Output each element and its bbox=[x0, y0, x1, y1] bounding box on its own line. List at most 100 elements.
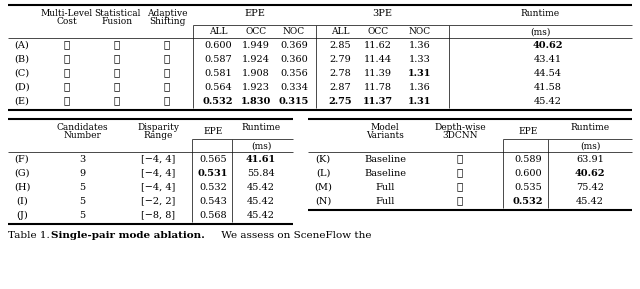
Text: Disparity: Disparity bbox=[137, 123, 179, 131]
Text: 5: 5 bbox=[79, 197, 85, 205]
Text: Cost: Cost bbox=[56, 16, 77, 25]
Text: 5: 5 bbox=[79, 182, 85, 192]
Text: NOC: NOC bbox=[409, 27, 431, 36]
Text: [−2, 2]: [−2, 2] bbox=[141, 197, 175, 205]
Text: ✗: ✗ bbox=[164, 40, 170, 49]
Text: ✗: ✗ bbox=[114, 55, 120, 64]
Text: 2.87: 2.87 bbox=[329, 82, 351, 92]
Text: EPE: EPE bbox=[244, 8, 265, 18]
Text: 0.532: 0.532 bbox=[513, 197, 543, 205]
Text: 0.356: 0.356 bbox=[280, 68, 308, 77]
Text: 40.62: 40.62 bbox=[532, 40, 563, 49]
Text: 11.62: 11.62 bbox=[364, 40, 392, 49]
Text: 1.36: 1.36 bbox=[409, 40, 431, 49]
Text: (H): (H) bbox=[14, 182, 30, 192]
Text: 55.84: 55.84 bbox=[247, 168, 275, 177]
Text: OCC: OCC bbox=[245, 27, 267, 36]
Text: Runtime: Runtime bbox=[570, 123, 609, 131]
Text: ✗: ✗ bbox=[457, 182, 463, 192]
Text: OCC: OCC bbox=[367, 27, 388, 36]
Text: Multi-Level: Multi-Level bbox=[41, 8, 93, 18]
Text: 1.33: 1.33 bbox=[409, 55, 431, 64]
Text: Shifting: Shifting bbox=[149, 16, 185, 25]
Text: 0.535: 0.535 bbox=[514, 182, 542, 192]
Text: [−4, 4]: [−4, 4] bbox=[141, 182, 175, 192]
Text: 2.79: 2.79 bbox=[329, 55, 351, 64]
Text: ✗: ✗ bbox=[114, 82, 120, 92]
Text: 63.91: 63.91 bbox=[576, 155, 604, 164]
Text: [−8, 8]: [−8, 8] bbox=[141, 210, 175, 220]
Text: 3: 3 bbox=[79, 155, 85, 164]
Text: 1.31: 1.31 bbox=[408, 68, 432, 77]
Text: ✗: ✗ bbox=[64, 82, 70, 92]
Text: EPE: EPE bbox=[518, 127, 538, 136]
Text: 9: 9 bbox=[79, 168, 85, 177]
Text: (C): (C) bbox=[15, 68, 29, 77]
Text: ✗: ✗ bbox=[457, 155, 463, 164]
Text: (L): (L) bbox=[316, 168, 330, 177]
Text: 0.315: 0.315 bbox=[279, 97, 309, 105]
Text: 0.360: 0.360 bbox=[280, 55, 308, 64]
Text: [−4, 4]: [−4, 4] bbox=[141, 168, 175, 177]
Text: [−4, 4]: [−4, 4] bbox=[141, 155, 175, 164]
Text: 0.589: 0.589 bbox=[514, 155, 542, 164]
Text: 75.42: 75.42 bbox=[576, 182, 604, 192]
Text: 0.600: 0.600 bbox=[514, 168, 542, 177]
Text: Runtime: Runtime bbox=[241, 123, 280, 131]
Text: (ms): (ms) bbox=[531, 27, 550, 36]
Text: EPE: EPE bbox=[204, 127, 223, 136]
Text: 1.31: 1.31 bbox=[408, 97, 432, 105]
Text: (I): (I) bbox=[16, 197, 28, 205]
Text: Fusion: Fusion bbox=[101, 16, 132, 25]
Text: 45.42: 45.42 bbox=[247, 197, 275, 205]
Text: 0.369: 0.369 bbox=[280, 40, 308, 49]
Text: (E): (E) bbox=[15, 97, 29, 105]
Text: 11.78: 11.78 bbox=[364, 82, 392, 92]
Text: Adaptive: Adaptive bbox=[147, 8, 188, 18]
Text: Number: Number bbox=[63, 131, 101, 140]
Text: (B): (B) bbox=[15, 55, 29, 64]
Text: ✗: ✗ bbox=[64, 40, 70, 49]
Text: We assess on SceneFlow the: We assess on SceneFlow the bbox=[218, 231, 371, 240]
Text: 1.36: 1.36 bbox=[409, 82, 431, 92]
Text: 11.44: 11.44 bbox=[364, 55, 392, 64]
Text: 41.58: 41.58 bbox=[534, 82, 562, 92]
Text: Model: Model bbox=[371, 123, 399, 131]
Text: Full: Full bbox=[375, 197, 395, 205]
Text: 45.42: 45.42 bbox=[576, 197, 604, 205]
Text: 45.42: 45.42 bbox=[247, 210, 275, 220]
Text: 45.42: 45.42 bbox=[534, 97, 562, 105]
Text: (G): (G) bbox=[14, 168, 29, 177]
Text: 0.531: 0.531 bbox=[198, 168, 228, 177]
Text: ✗: ✗ bbox=[114, 40, 120, 49]
Text: Statistical: Statistical bbox=[94, 8, 140, 18]
Text: Baseline: Baseline bbox=[364, 155, 406, 164]
Text: 0.564: 0.564 bbox=[204, 82, 232, 92]
Text: 45.42: 45.42 bbox=[247, 182, 275, 192]
Text: Depth-wise: Depth-wise bbox=[434, 123, 486, 131]
Text: Baseline: Baseline bbox=[364, 168, 406, 177]
Text: 0.600: 0.600 bbox=[204, 40, 232, 49]
Text: 3PE: 3PE bbox=[372, 8, 392, 18]
Text: 11.39: 11.39 bbox=[364, 68, 392, 77]
Text: Range: Range bbox=[143, 131, 173, 140]
Text: ✓: ✓ bbox=[64, 97, 70, 105]
Text: 40.62: 40.62 bbox=[575, 168, 605, 177]
Text: ALL: ALL bbox=[209, 27, 227, 36]
Text: 0.532: 0.532 bbox=[203, 97, 233, 105]
Text: (ms): (ms) bbox=[251, 142, 271, 151]
Text: 0.568: 0.568 bbox=[199, 210, 227, 220]
Text: Candidates: Candidates bbox=[56, 123, 108, 131]
Text: 2.75: 2.75 bbox=[328, 97, 352, 105]
Text: 3DCNN: 3DCNN bbox=[442, 131, 477, 140]
Text: ✗: ✗ bbox=[164, 68, 170, 77]
Text: 1.923: 1.923 bbox=[242, 82, 270, 92]
Text: ✗: ✗ bbox=[164, 55, 170, 64]
Text: 41.61: 41.61 bbox=[246, 155, 276, 164]
Text: Table 1.: Table 1. bbox=[8, 231, 53, 240]
Text: Runtime: Runtime bbox=[521, 8, 560, 18]
Text: 43.41: 43.41 bbox=[534, 55, 562, 64]
Text: 2.85: 2.85 bbox=[329, 40, 351, 49]
Text: ✓: ✓ bbox=[114, 68, 120, 77]
Text: (A): (A) bbox=[15, 40, 29, 49]
